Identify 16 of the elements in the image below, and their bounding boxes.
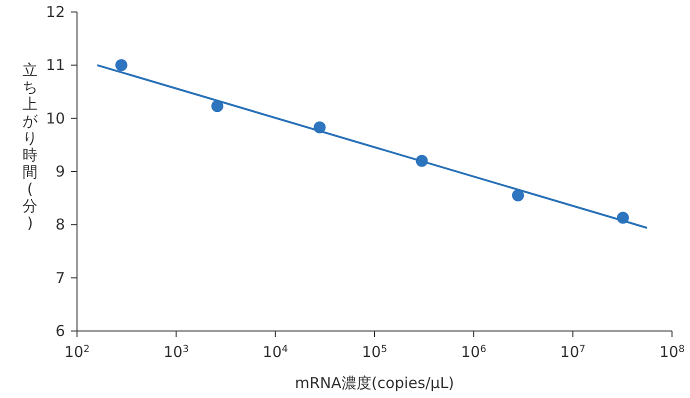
y-tick-label: 7 xyxy=(55,268,65,287)
x-axis-title: mRNA濃度(copies/μL) xyxy=(294,374,454,392)
x-tick-label: 10$^{2}$ xyxy=(64,343,90,361)
y-tick-label: 9 xyxy=(55,162,65,180)
y-tick-label: 8 xyxy=(55,216,65,234)
y-tick-label: 10 xyxy=(46,109,65,128)
y-tick-label: 12 xyxy=(46,3,65,21)
x-tick-label: 10$^{6}$ xyxy=(461,343,486,361)
y-tick-label: 11 xyxy=(46,56,65,74)
x-tick-label: 10$^{4}$ xyxy=(262,343,288,361)
x-tick-label: 10$^{3}$ xyxy=(164,343,189,361)
x-tick-label: 10$^{5}$ xyxy=(362,343,388,361)
text: 立ち上がり時間(分) xyxy=(22,61,38,232)
x-tick-label: 10$^{8}$ xyxy=(659,343,685,361)
x-tick-label: 10$^{7}$ xyxy=(560,343,586,361)
y-tick-label: 6 xyxy=(55,322,65,340)
